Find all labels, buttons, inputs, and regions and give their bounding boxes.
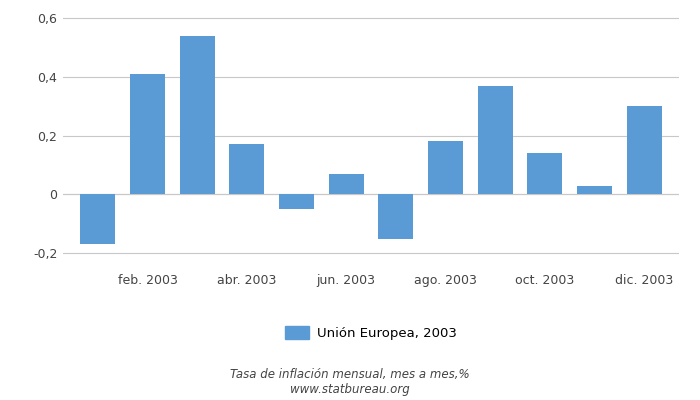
- Bar: [528, 153, 562, 194]
- Bar: [230, 144, 264, 194]
- Text: Tasa de inflación mensual, mes a mes,%: Tasa de inflación mensual, mes a mes,%: [230, 368, 470, 381]
- Bar: [379, 194, 413, 238]
- Bar: [428, 142, 463, 194]
- Bar: [578, 186, 612, 194]
- Bar: [626, 106, 662, 194]
- Bar: [329, 174, 363, 194]
- Bar: [180, 36, 214, 194]
- Bar: [279, 194, 314, 209]
- Bar: [80, 194, 116, 244]
- Text: www.statbureau.org: www.statbureau.org: [290, 383, 410, 396]
- Bar: [130, 74, 164, 194]
- Legend: Unión Europea, 2003: Unión Europea, 2003: [280, 321, 462, 345]
- Bar: [478, 86, 512, 194]
